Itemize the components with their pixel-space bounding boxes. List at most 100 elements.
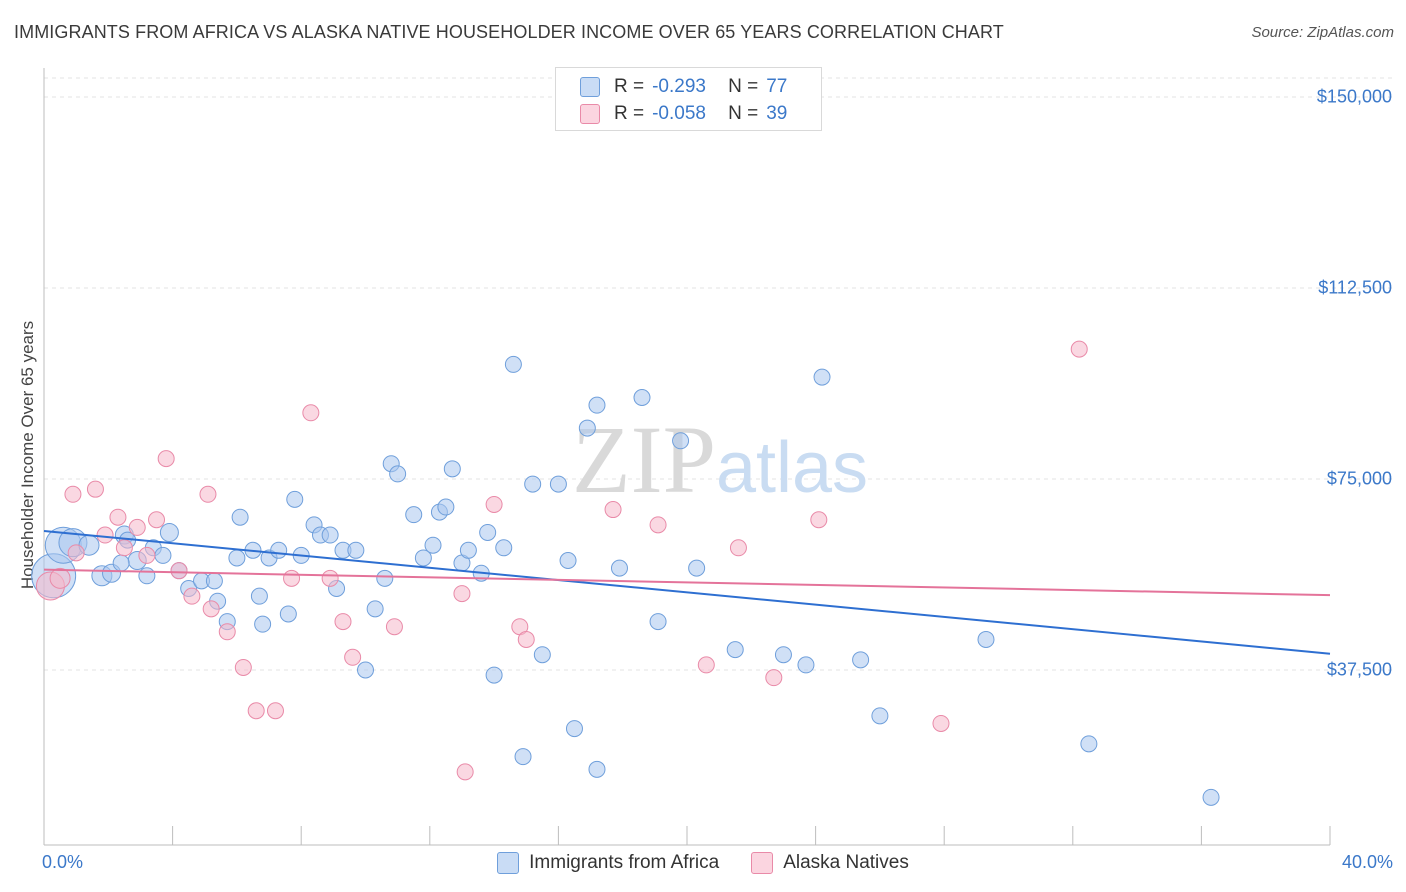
y-tick-label: $112,500 (1318, 277, 1392, 298)
africa-point (279, 605, 297, 623)
africa-point (852, 651, 870, 669)
africa-point (321, 526, 339, 544)
alaska-point (157, 450, 175, 468)
alaska-point (517, 630, 535, 648)
africa-point (357, 661, 374, 679)
africa-point (228, 549, 246, 567)
alaska-point (266, 702, 284, 720)
legend-swatch-alaska (751, 852, 774, 874)
africa-trend-line (43, 529, 1331, 655)
alaska-point (247, 702, 265, 720)
africa-point (871, 707, 889, 725)
africa-point (1080, 735, 1098, 753)
alaska-point (199, 485, 217, 503)
africa-point (154, 546, 172, 564)
africa-point (112, 554, 130, 572)
alaska-trend-line (43, 568, 1331, 597)
alaska-point (729, 539, 747, 557)
alaska-point (1070, 340, 1088, 358)
africa-point (504, 355, 522, 373)
alaska-point (96, 526, 114, 544)
alaska-point (202, 600, 220, 618)
alaska-point (932, 714, 950, 732)
y-tick-label: $37,500 (1326, 659, 1392, 680)
legend-row-alaska: R = -0.058 N = 39 (580, 102, 787, 126)
alaska-point (128, 518, 146, 536)
africa-point (559, 551, 577, 569)
africa-point (1202, 788, 1220, 806)
legend-swatch-alaska (580, 104, 600, 124)
trend-lines (43, 529, 1331, 655)
y-tick-label: $150,000 (1316, 86, 1392, 107)
africa-point (495, 539, 513, 557)
africa-point (376, 569, 394, 587)
africa-point (533, 646, 551, 664)
r-value-alaska: -0.058 (652, 103, 706, 124)
alaska-point (765, 669, 783, 687)
alaska-point (115, 539, 133, 557)
n-label: N = (728, 103, 759, 124)
africa-point (578, 419, 596, 437)
africa-point (479, 523, 497, 541)
alaska-point (485, 495, 503, 513)
alaska-point (86, 480, 104, 498)
legend-label-africa: Immigrants from Africa (529, 852, 720, 873)
africa-point (514, 748, 532, 766)
alaska-point (109, 508, 127, 526)
legend-swatch-africa (580, 77, 600, 97)
source-label: Source: ZipAtlas.com (1251, 24, 1394, 41)
africa-point (485, 666, 503, 684)
legend-item-alaska[interactable]: Alaska Natives (751, 852, 909, 874)
watermark-atlas: atlas (716, 428, 868, 508)
africa-point (459, 541, 477, 559)
data-points (31, 340, 1220, 806)
alaska-point (321, 569, 339, 587)
x-tick-label-max: 40.0% (1341, 852, 1393, 872)
alaska-point (170, 562, 188, 580)
n-value-alaska: 39 (766, 103, 788, 124)
alaska-point (49, 567, 71, 589)
legend-label-alaska: Alaska Natives (783, 852, 909, 873)
africa-point (254, 615, 272, 633)
alaska-point (334, 613, 352, 631)
africa-point (138, 567, 156, 585)
africa-point (672, 432, 690, 450)
africa-point (286, 490, 304, 508)
alaska-point (64, 485, 82, 503)
africa-point (347, 541, 365, 559)
africa-point (977, 630, 995, 648)
legend-swatch-africa (497, 852, 520, 874)
series-legend: Immigrants from Africa Alaska Natives (0, 852, 1406, 874)
gridlines (44, 77, 1392, 671)
africa-point (797, 656, 815, 674)
africa-point (633, 389, 651, 407)
watermark-zip: ZIP (572, 406, 716, 513)
africa-point (366, 600, 384, 618)
africa-point (588, 396, 606, 414)
alaska-point (456, 763, 474, 781)
alaska-point (138, 546, 156, 564)
r-value-africa: -0.293 (652, 76, 706, 97)
alaska-point (148, 511, 166, 529)
alaska-point (183, 587, 201, 605)
africa-point (205, 572, 223, 590)
r-label: R = (614, 103, 645, 124)
alaska-point (649, 516, 667, 534)
alaska-point (810, 511, 828, 529)
alaska-point (604, 501, 622, 519)
africa-point (405, 506, 423, 524)
africa-point (549, 475, 567, 493)
africa-point (688, 559, 706, 577)
x-tick-label-min: 0.0% (42, 852, 84, 872)
africa-point (424, 536, 442, 554)
alaska-point (234, 658, 252, 676)
africa-point (588, 760, 606, 778)
alaska-point (67, 544, 85, 562)
africa-point (813, 368, 831, 386)
africa-point (774, 646, 792, 664)
y-tick-label: $75,000 (1326, 468, 1392, 489)
legend-item-africa[interactable]: Immigrants from Africa (497, 852, 719, 874)
africa-point (443, 460, 461, 478)
africa-point (437, 498, 455, 516)
